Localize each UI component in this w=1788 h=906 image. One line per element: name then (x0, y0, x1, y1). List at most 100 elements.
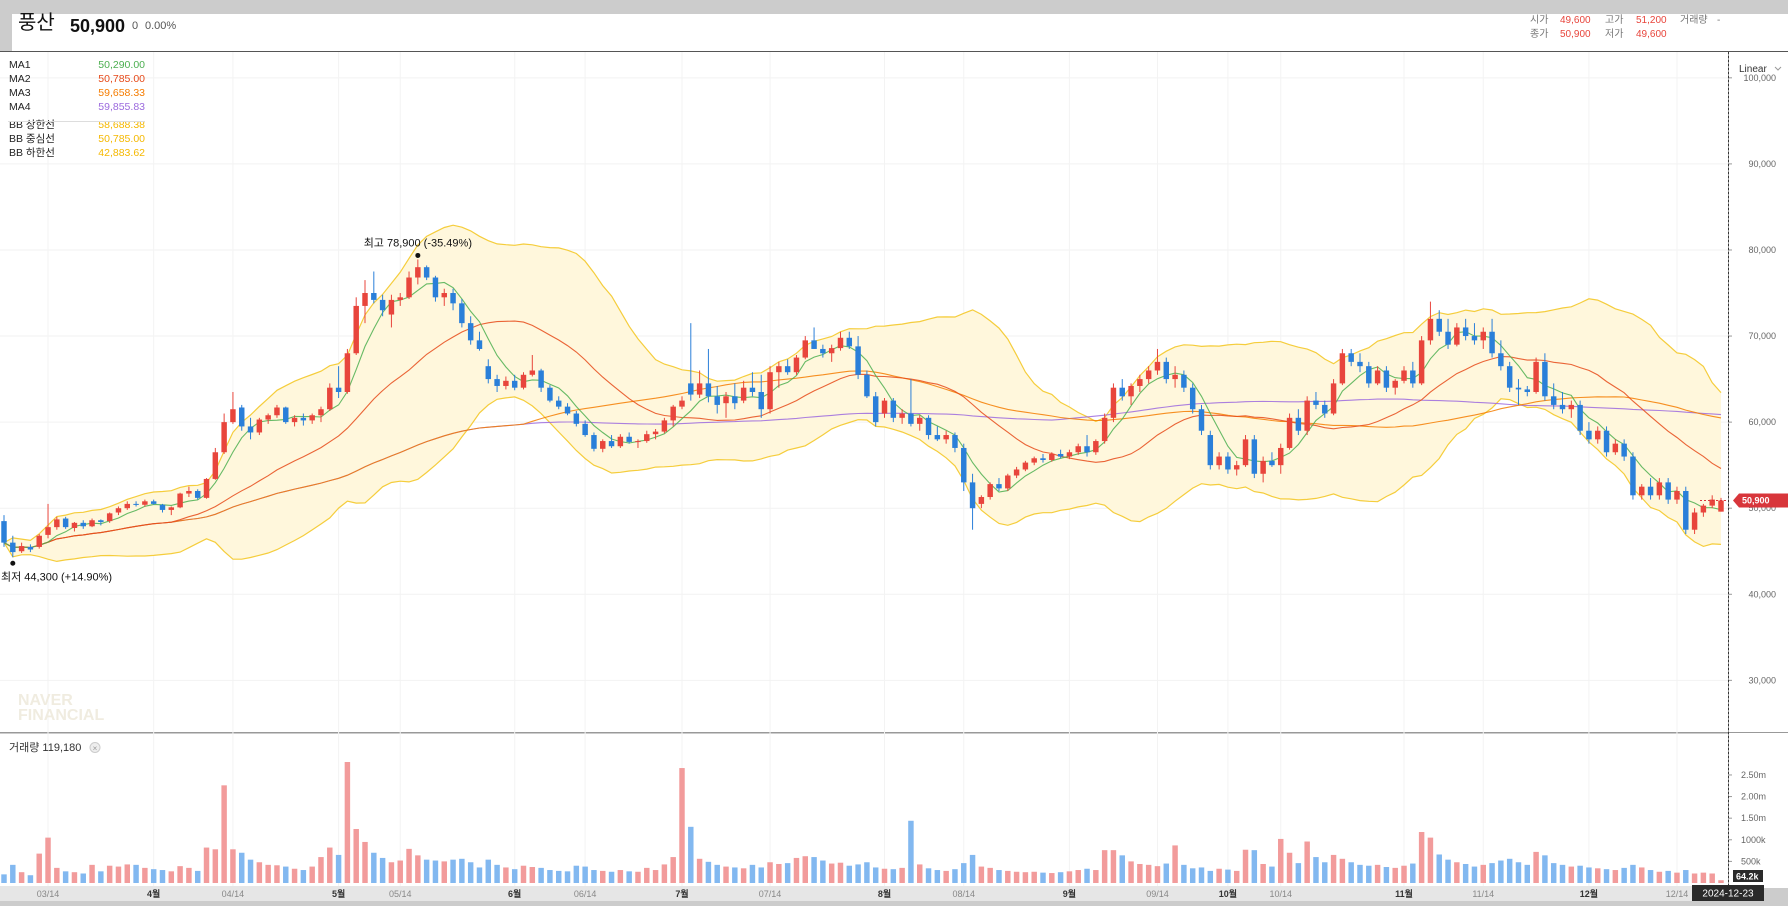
candle-body (1445, 331, 1451, 345)
candle-body (150, 501, 157, 504)
volume-bar (309, 866, 315, 883)
volume-tag-shape (1733, 870, 1763, 882)
volume-bar (1172, 845, 1178, 883)
candle-body (591, 435, 597, 449)
volume-bar (679, 768, 685, 883)
volume-settings-icon[interactable] (89, 742, 101, 753)
current-price: 50,900 (70, 16, 125, 36)
scale-mode-selector[interactable]: Linear (1739, 64, 1782, 75)
candle-body (626, 436, 632, 442)
volume-bar (150, 869, 157, 883)
candle-body (1436, 318, 1442, 332)
volume-bar (1462, 863, 1469, 883)
candle-body (864, 374, 870, 397)
date-tick-label: 09/14 (1146, 889, 1169, 899)
volume-bar (1568, 866, 1575, 883)
candle-body (1366, 366, 1372, 384)
candle-body (291, 417, 298, 423)
volume-bar (1656, 871, 1663, 883)
volume-bar (934, 870, 941, 883)
price-change-pct: 0.00% (145, 20, 176, 32)
date-tick-label: 10/14 (1269, 889, 1292, 899)
volume-bar (476, 867, 483, 883)
close-value: 50,900 (1560, 29, 1591, 40)
legend-label: BB 중심선 (9, 133, 55, 145)
volume-bar (327, 847, 333, 883)
volume-bar (1665, 870, 1671, 883)
candle-body (371, 293, 377, 300)
candle-body (1691, 512, 1698, 530)
volume-settings-glyph: × (93, 744, 98, 753)
volume-bar (1198, 867, 1205, 883)
volume-bar (961, 863, 967, 883)
volume-bar (608, 871, 615, 883)
candle-body (212, 452, 219, 479)
candle-body (1568, 404, 1575, 410)
candle-body (1718, 500, 1724, 512)
date-tick-label: 5월 (332, 888, 345, 899)
volume-tag-value: 64.2k (1736, 872, 1760, 882)
date-tag-shape (1692, 885, 1764, 901)
candle-body (379, 299, 386, 311)
candle-body (688, 383, 694, 395)
candle-body (828, 348, 835, 354)
volume-bar (925, 868, 932, 883)
legend-label: MA3 (9, 87, 31, 99)
candle-body (837, 337, 844, 349)
candle-body (450, 293, 456, 304)
candle-body (1, 521, 7, 543)
candle-body (1550, 396, 1557, 405)
candle-body (1057, 453, 1064, 457)
volume-bar (1040, 872, 1046, 883)
legend-value: 58,688.38 (98, 119, 145, 131)
date-tick-label: 08/14 (952, 889, 975, 899)
legend-value: 50,785.00 (98, 73, 145, 85)
candle-body (1075, 446, 1081, 453)
candle-body (27, 546, 34, 550)
candle-body (635, 441, 641, 443)
volume-bar (186, 867, 192, 883)
candle-body (1119, 387, 1125, 397)
volume-bar (1322, 862, 1328, 883)
candle-body (54, 519, 60, 528)
price-tick-label: 40,000 (1748, 589, 1776, 599)
candle-body (1137, 379, 1143, 386)
candle-body (98, 520, 104, 522)
volume-bar (371, 852, 377, 883)
volume-bar (564, 871, 571, 883)
candle-body (1559, 404, 1566, 410)
volume-bar (758, 867, 764, 883)
candle-body (1410, 370, 1416, 384)
legend-value: 59,658.33 (98, 87, 145, 99)
volume-bar (36, 853, 42, 883)
volume-bar (1260, 863, 1266, 883)
candle-body (1348, 353, 1354, 362)
indicator-legend: MA1 50,290.00 MA2 50,785.00 MA3 59,658.33 MA4 5… (9, 59, 145, 159)
bb-upper-line (3, 224, 1722, 544)
volume-bar (318, 857, 324, 883)
volume-bar (362, 841, 368, 883)
candle-body (696, 383, 703, 395)
candle-body (1313, 400, 1319, 405)
high-annotation: 최고 78,900 (-35.49%) (364, 236, 472, 258)
candle-body (1198, 409, 1205, 431)
volume-bar (1691, 873, 1698, 883)
volume-bar (547, 870, 553, 883)
date-tick-label: 7월 (675, 888, 688, 899)
candle-body (952, 435, 958, 448)
volume-bar (335, 854, 342, 883)
volume-bar (591, 870, 597, 883)
candle-body (1207, 435, 1214, 466)
candle-body (335, 387, 342, 392)
candle-body (608, 441, 615, 447)
volume-tick-label: 1000k (1741, 835, 1766, 845)
volume-bar (1454, 862, 1460, 883)
low-marker (10, 560, 16, 566)
price-axis-panel[interactable] (1728, 52, 1788, 888)
volume-bar (1207, 870, 1214, 883)
volume-bar (714, 864, 720, 883)
volume-bar (1313, 857, 1319, 883)
volume-bar (1489, 863, 1495, 883)
